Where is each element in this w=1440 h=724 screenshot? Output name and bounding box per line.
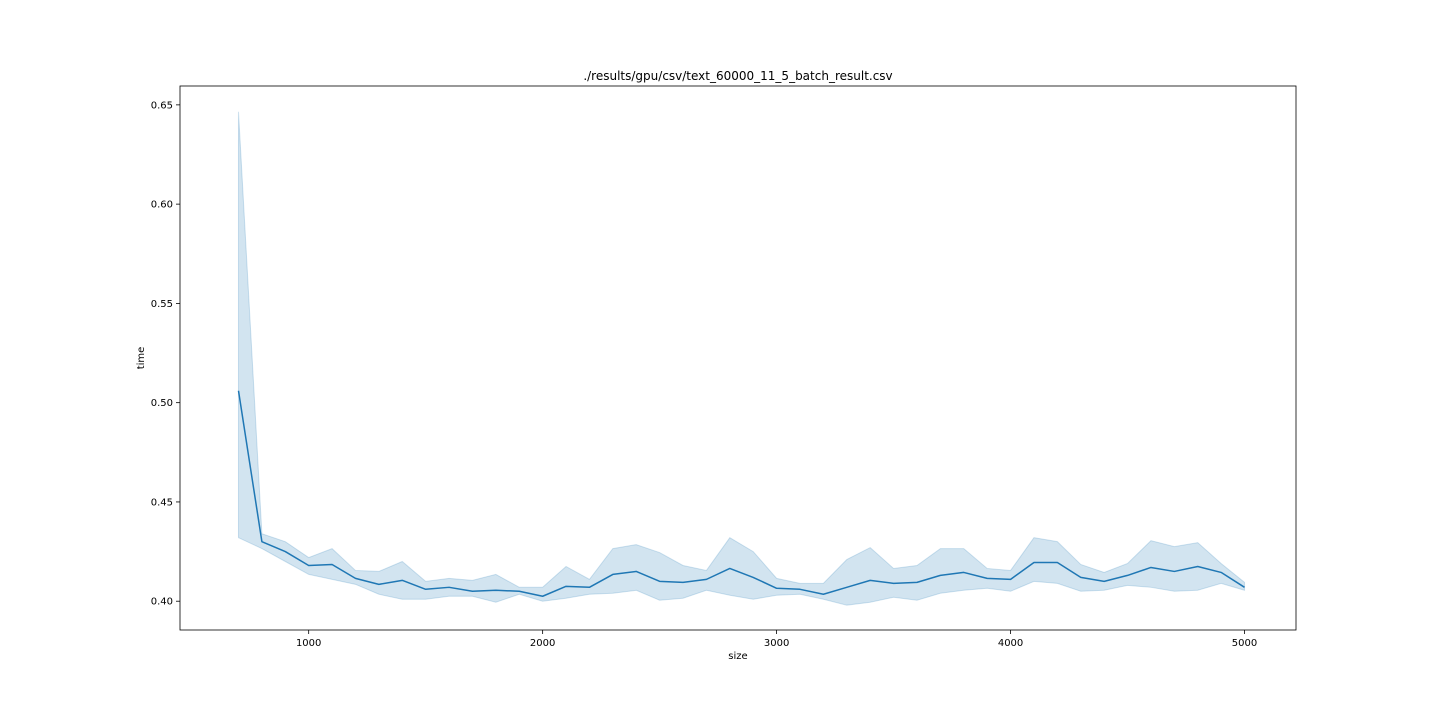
plot-frame [179, 85, 1297, 631]
y-tick-label: 0.50 [151, 398, 173, 409]
x-tick-label: 2000 [530, 638, 555, 649]
series-line-layer [237, 390, 1245, 597]
x-tick-label: 4000 [998, 638, 1023, 649]
x-tick-label: 5000 [1232, 638, 1257, 649]
x-tick-label: 1000 [296, 638, 321, 649]
y-tick-label: 0.65 [151, 100, 173, 111]
x-axis: 1000 2000 3000 4000 5000 [296, 630, 1257, 649]
y-axis: 0.40 0.45 0.50 0.55 0.60 0.65 [151, 100, 180, 608]
y-tick-label: 0.55 [151, 299, 173, 310]
confidence-band-layer [237, 111, 1246, 606]
confidence-band [237, 111, 1246, 606]
chart-title: ./results/gpu/csv/text_60000_11_5_batch_… [583, 69, 892, 83]
x-axis-label: size [728, 651, 747, 662]
y-tick-label: 0.40 [151, 597, 173, 608]
series-line [237, 390, 1245, 597]
x-tick-label: 3000 [764, 638, 789, 649]
y-tick-label: 0.60 [151, 200, 173, 211]
y-tick-label: 0.45 [151, 497, 173, 508]
y-axis-label: time [136, 347, 147, 370]
